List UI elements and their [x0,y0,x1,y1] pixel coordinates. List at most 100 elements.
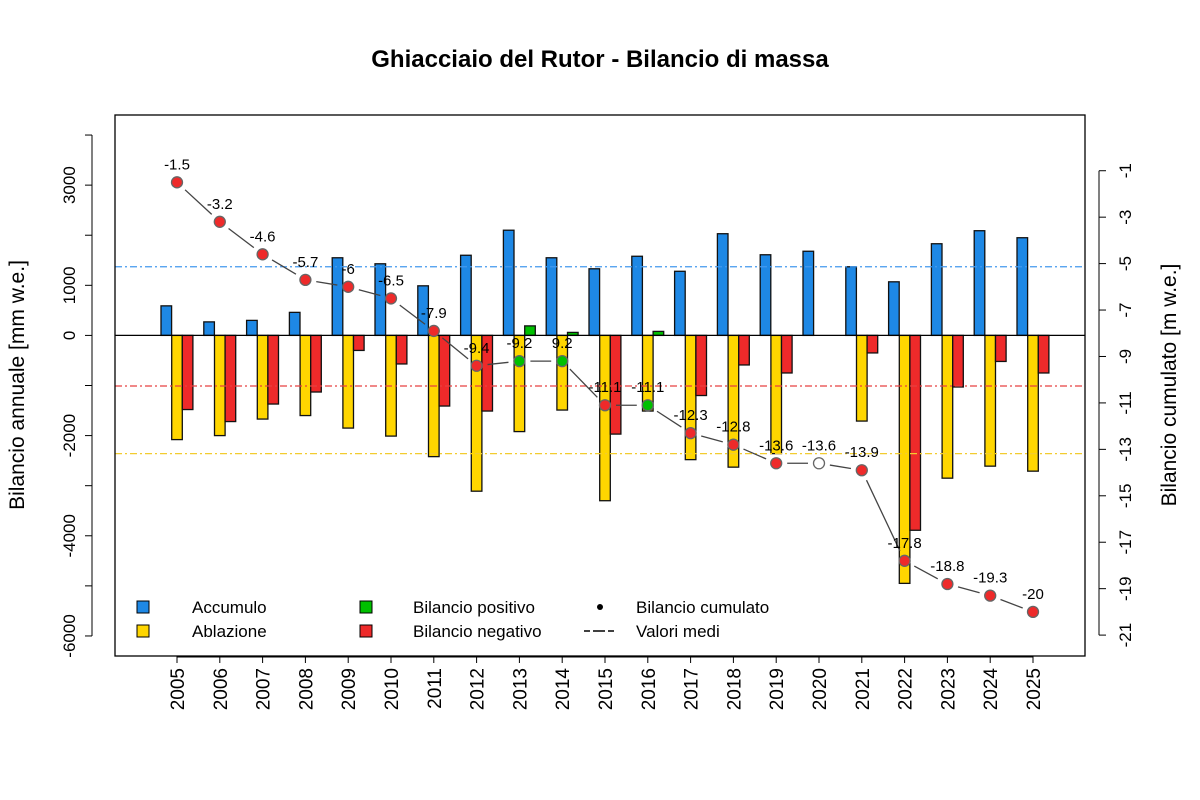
bar-bilancio-negativo [780,334,793,374]
bar-ablazione [256,334,269,420]
y2-axis-label: Bilancio cumulato [m w.e.] [1158,264,1181,507]
cumulative-segment [957,586,980,594]
bar-bilancio-negativo [994,334,1007,363]
cumulative-label: -17.8 [887,535,921,552]
x-tick-label: 2006 [211,668,232,710]
cumulative-point [299,273,312,287]
chart-title: Ghiacciaio del Rutor - Bilancio di massa [371,46,829,73]
cumulative-segment [271,259,297,275]
x-tick-label: 2020 [810,668,831,710]
y2-tick-label: -13 [1116,437,1135,462]
cumulative-point [770,457,783,470]
legend-label-ablazione: Ablazione [192,622,267,641]
x-tick-label: 2015 [596,668,617,710]
x-tick-label: 2011 [425,668,446,709]
cumulative-label: -18.8 [930,558,964,575]
x-tick-label: 2024 [981,668,1002,711]
cumulative-label: -13.6 [802,437,836,454]
cumulative-label: -6 [342,261,355,278]
cumulative-segment [865,479,901,552]
cumulative-label: -13.9 [845,444,879,461]
bar-accumulo [930,243,943,337]
cumulative-segment [829,464,852,470]
bar-ablazione [427,334,440,458]
bar-accumulo [716,233,729,337]
x-tick-label: 2010 [382,668,403,710]
legend-swatch-negativo [359,624,373,638]
cumulative-point [513,354,526,368]
cumulative-segment [656,410,682,428]
cumulative-label: -12.3 [673,407,707,424]
bar-bilancio-negativo [438,334,451,407]
bar-bilancio-negativo [181,334,194,411]
cumulative-point [984,589,997,602]
x-tick-label: 2016 [639,668,660,710]
y2-tick-label: -19 [1116,576,1135,601]
bar-accumulo [673,270,686,337]
cumulative-segment [316,280,338,286]
cumulative-point [598,399,612,412]
bar-accumulo [502,229,515,337]
cumulative-segment [1000,598,1023,609]
y-tick-label: -4000 [60,514,79,557]
x-tick-label: 2021 [853,668,874,710]
y2-tick-label: -15 [1116,484,1135,509]
y-tick-label: -6000 [60,614,79,657]
y-tick-label: -2000 [60,414,79,457]
cumulative-segment [184,189,213,215]
cumulative-segment [228,227,255,249]
cumulative-label: -11.1 [631,379,664,396]
bar-bilancio-negativo [909,334,922,531]
bar-bilancio-negativo [395,334,408,365]
y2-tick-label: -3 [1116,210,1135,225]
y-tick-label: 1000 [60,266,79,304]
cumulative-segment [569,368,598,398]
bar-accumulo [203,321,216,337]
bar-ablazione [1027,334,1039,472]
x-tick-label: 2007 [254,668,275,710]
legend-swatch-positivo [359,600,373,614]
bar-accumulo [845,266,858,337]
cumulative-point [641,399,654,412]
bar-accumulo [887,281,900,337]
cumulative-label: 9.2 [552,335,573,352]
cumulative-point [470,359,483,372]
bar-accumulo [160,305,173,337]
bar-accumulo [245,319,258,337]
bar-accumulo [631,255,644,337]
cumulative-point [855,464,868,477]
cumulative-label: -9.4 [464,340,490,357]
x-tick-label: 2022 [896,668,917,710]
legend-swatch-ablazione [136,624,150,638]
cumulative-point [941,577,954,591]
cumulative-point [342,280,355,293]
y-axis-label: Bilancio annuale [mm w.e.] [6,260,29,510]
bar-ablazione [855,334,868,422]
legend-label-positivo: Bilancio positivo [413,598,535,617]
cumulative-point [256,248,269,261]
cumulative-point [727,438,740,451]
legend-swatch-accumulo [136,600,150,614]
x-tick-label: 2017 [682,668,703,710]
y-tick-label: 0 [60,331,79,340]
cumulative-segment [913,565,939,580]
bar-ablazione [342,334,355,429]
bar-ablazione [941,334,954,479]
bar-bilancio-negativo [738,334,750,366]
cumulative-label: -3.2 [207,196,233,213]
cumulative-label: -7.9 [421,305,447,322]
bar-ablazione [299,334,312,417]
y2-tick-label: -1 [1116,163,1135,178]
cumulative-point [898,554,911,567]
cumulative-segment [743,448,767,460]
bar-bilancio-negativo [224,334,237,423]
cumulative-label: -5.7 [292,254,318,271]
x-tick-label: 2005 [168,668,189,710]
bar-ablazione [599,334,611,502]
y2-tick-label: -17 [1116,530,1135,555]
cumulative-label: -11.1 [588,379,621,396]
cumulative-label: -13.6 [759,437,793,454]
cumulative-segment [399,304,426,325]
bar-bilancio-negativo [952,334,964,388]
bar-bilancio-negativo [352,334,365,352]
